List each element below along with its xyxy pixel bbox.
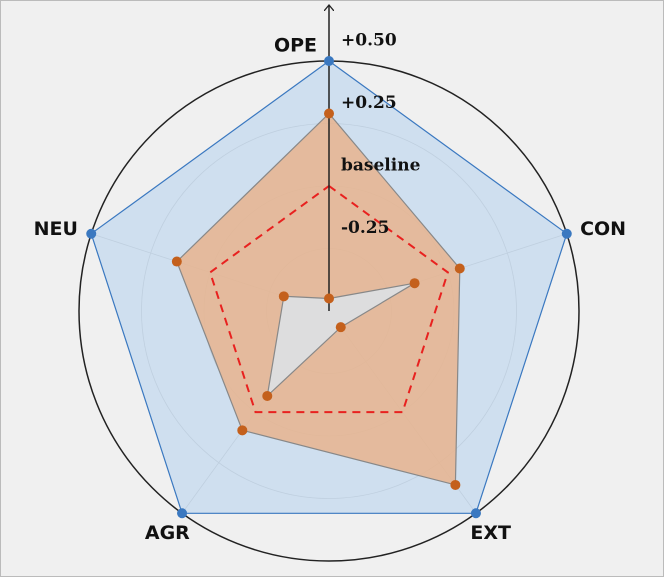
series-area [266,282,415,398]
r-tick-label: +0.25 [341,93,397,113]
category-label: EXT [470,522,511,544]
data-point [450,479,461,490]
data-point [278,291,289,302]
r-tick-label: baseline [341,156,421,176]
r-tick-label: -0.25 [341,218,389,238]
category-label: CON [580,218,626,240]
data-point [86,228,97,239]
data-point [454,263,465,274]
data-point [335,322,346,333]
data-point [324,56,334,66]
category-label: AGR [145,522,190,544]
data-point [324,293,334,304]
data-point [409,278,420,289]
data-point [470,508,481,519]
data-point [561,228,572,239]
data-point [324,108,334,119]
data-point [262,390,273,401]
data-point [237,425,248,436]
category-label: OPE [274,35,317,57]
r-tick-label: +0.50 [341,31,397,51]
data-point [171,256,182,267]
baseline-polygon [208,184,450,414]
label-layer: -0.25 baseline +0.25 +0.50 OPE CON EXT AGR NEU [34,31,626,544]
data-point [177,508,188,519]
category-label: NEU [34,218,78,240]
marker-layer [86,56,572,519]
